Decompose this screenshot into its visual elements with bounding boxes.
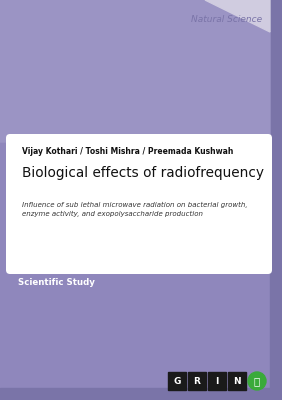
Polygon shape bbox=[205, 0, 270, 32]
Text: G: G bbox=[173, 376, 181, 386]
Text: Scientific Study: Scientific Study bbox=[18, 278, 95, 287]
Circle shape bbox=[248, 372, 266, 390]
Text: I: I bbox=[215, 376, 219, 386]
Bar bbox=[208, 372, 226, 390]
Text: Influence of sub lethal microwave radiation on bacterial growth,
enzyme activity: Influence of sub lethal microwave radiat… bbox=[22, 202, 248, 217]
Text: Natural Science: Natural Science bbox=[191, 15, 262, 24]
Text: Vijay Kothari / Toshi Mishra / Preemada Kushwah: Vijay Kothari / Toshi Mishra / Preemada … bbox=[22, 147, 233, 156]
FancyBboxPatch shape bbox=[6, 134, 272, 274]
Bar bbox=[228, 372, 246, 390]
Text: 🙂: 🙂 bbox=[254, 376, 260, 386]
Bar bbox=[0, 388, 282, 400]
Text: N: N bbox=[233, 376, 241, 386]
Bar bbox=[270, 0, 282, 400]
Text: Biological effects of radiofrequency: Biological effects of radiofrequency bbox=[22, 166, 264, 180]
Text: R: R bbox=[193, 376, 201, 386]
Polygon shape bbox=[0, 0, 270, 142]
Bar bbox=[168, 372, 186, 390]
Bar bbox=[188, 372, 206, 390]
